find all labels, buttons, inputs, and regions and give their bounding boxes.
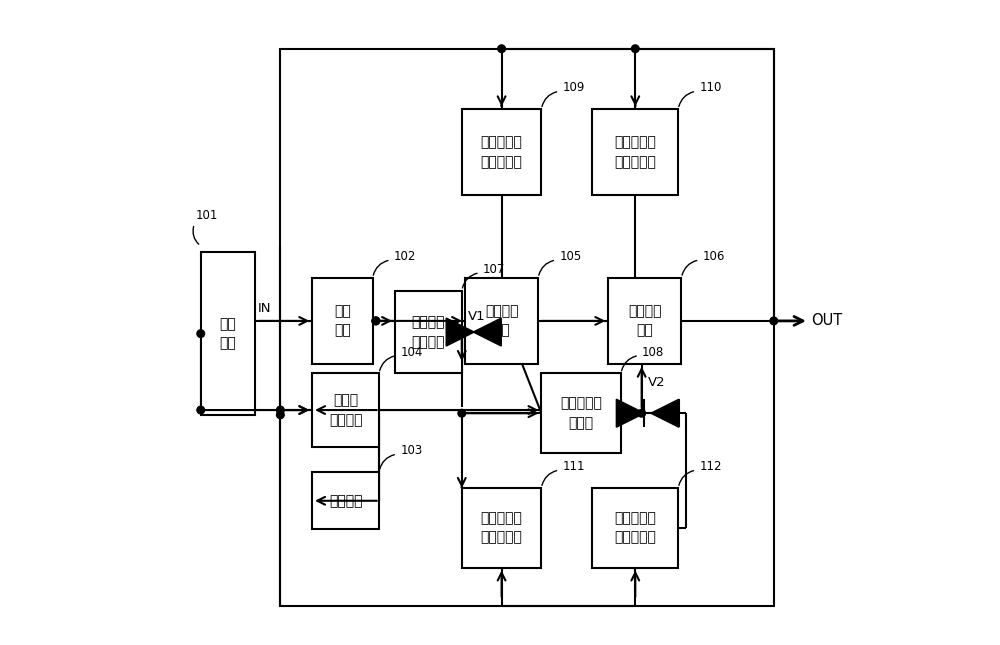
Text: 一级限流
保护电路: 一级限流 保护电路 xyxy=(412,315,445,349)
Text: 101: 101 xyxy=(196,209,218,222)
Text: 基准电路: 基准电路 xyxy=(329,494,362,508)
Text: 一级输出过
压保护电路: 一级输出过 压保护电路 xyxy=(481,135,523,169)
FancyBboxPatch shape xyxy=(201,252,255,415)
FancyBboxPatch shape xyxy=(608,278,681,364)
Text: 二级限流保
护电路: 二级限流保 护电路 xyxy=(560,397,602,430)
Polygon shape xyxy=(616,399,644,427)
FancyBboxPatch shape xyxy=(541,373,621,453)
FancyBboxPatch shape xyxy=(462,109,541,195)
Text: V2: V2 xyxy=(648,376,666,390)
Text: IN: IN xyxy=(258,302,272,315)
Polygon shape xyxy=(473,318,501,346)
Circle shape xyxy=(458,328,466,336)
Text: 108: 108 xyxy=(642,346,664,359)
Circle shape xyxy=(277,411,284,419)
Text: 二级输出过
压保护电路: 二级输出过 压保护电路 xyxy=(614,135,656,169)
FancyBboxPatch shape xyxy=(592,488,678,568)
Text: 二级输出短
路保护电路: 二级输出短 路保护电路 xyxy=(614,511,656,544)
FancyBboxPatch shape xyxy=(312,278,373,364)
Text: 110: 110 xyxy=(699,81,722,94)
Polygon shape xyxy=(446,318,474,346)
Text: 106: 106 xyxy=(703,250,725,263)
Text: 软启动
保护电路: 软启动 保护电路 xyxy=(329,393,362,427)
Circle shape xyxy=(277,406,284,414)
FancyBboxPatch shape xyxy=(312,472,379,530)
Circle shape xyxy=(638,410,645,417)
FancyBboxPatch shape xyxy=(395,291,462,373)
Text: 103: 103 xyxy=(400,444,422,457)
Text: 105: 105 xyxy=(559,250,582,263)
Text: 107: 107 xyxy=(483,263,505,276)
Circle shape xyxy=(372,317,380,324)
Text: OUT: OUT xyxy=(811,313,842,328)
Circle shape xyxy=(770,317,778,324)
Circle shape xyxy=(197,330,205,337)
Text: V1: V1 xyxy=(468,310,486,322)
Text: 采样
电路: 采样 电路 xyxy=(334,304,351,338)
Text: 111: 111 xyxy=(563,461,585,473)
FancyBboxPatch shape xyxy=(312,373,379,446)
FancyBboxPatch shape xyxy=(592,109,678,195)
Circle shape xyxy=(458,410,466,417)
FancyBboxPatch shape xyxy=(462,488,541,568)
Circle shape xyxy=(197,406,205,414)
Text: 112: 112 xyxy=(699,461,722,473)
Circle shape xyxy=(498,45,505,52)
Text: 一级输出短
路保护电路: 一级输出短 路保护电路 xyxy=(481,511,523,544)
Text: 第一开关
电路: 第一开关 电路 xyxy=(485,304,518,338)
Circle shape xyxy=(631,45,639,52)
Polygon shape xyxy=(651,399,679,427)
Text: 102: 102 xyxy=(394,250,416,263)
Text: 第二开关
电路: 第二开关 电路 xyxy=(628,304,662,338)
Text: 109: 109 xyxy=(563,81,585,94)
Circle shape xyxy=(372,317,380,324)
Text: 104: 104 xyxy=(400,346,423,359)
Text: 开关
电源: 开关 电源 xyxy=(219,317,236,350)
FancyBboxPatch shape xyxy=(465,278,538,364)
